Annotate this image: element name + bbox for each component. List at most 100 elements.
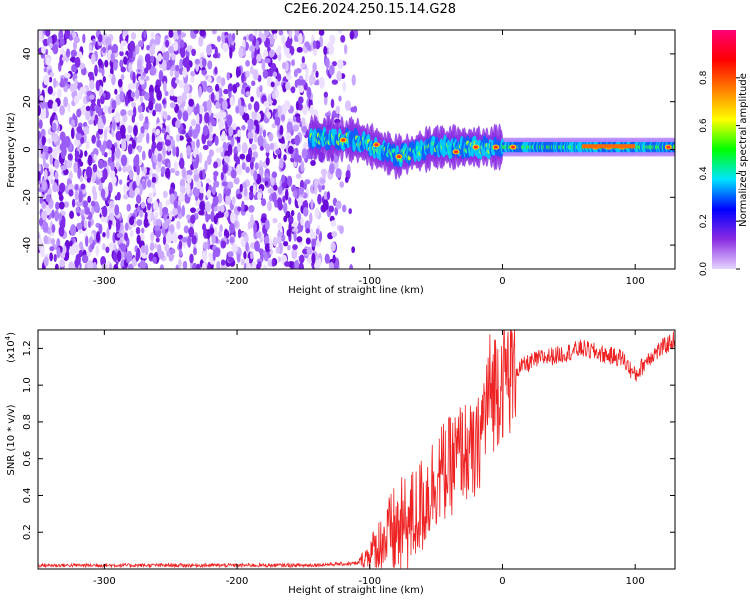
spectrogram-cell [271,191,277,203]
spectrogram-cell [75,206,80,213]
spectrogram-cell [153,243,159,249]
spectrogram-cell [182,260,188,269]
spectrogram-cell [341,204,347,213]
spectrogram-cell [155,128,161,136]
snr-series-line [38,330,675,569]
spectrogram-cell [351,246,356,254]
spectrogram-cell [211,234,216,245]
spectrogram-cell [96,139,102,148]
spectrogram-cell [74,184,79,191]
spectrogram-cell [338,95,342,102]
spectrogram-cell [96,170,103,178]
spectrogram-cell [248,205,255,213]
spectrogram-cell [332,254,336,264]
spectrogram-cell [202,223,207,232]
spectrogram-cell [111,152,115,163]
spectrogram-cell [192,161,199,169]
spectrogram-band-peak [374,143,379,147]
spectrogram-cell [85,235,89,248]
snr-axes: -300 -200 -100 0 100 0.2 0.4 0.6 0.8 1.0 1.2 [22,330,675,587]
spectrogram-cell [205,178,212,184]
snr-x-tick-label: -300 [93,576,116,587]
spectrogram-cell [331,231,338,238]
spectrogram-cell [135,194,142,204]
spectrogram-cell [116,250,122,262]
spectrogram-cell [206,44,213,56]
spectrogram-band-peak [511,145,516,149]
spectrogram-cell [230,169,237,179]
spectrogram-cell [300,217,304,226]
spectrogram-cell [256,86,261,98]
spectrogram-cell [54,263,59,269]
spectrogram-cell [328,205,335,213]
spectrogram-cell [136,164,141,176]
spectrogram-cell [43,74,50,86]
spectrogram-cell [229,236,235,244]
spectrogram-cell [58,30,64,41]
spectrogram-cell [154,211,159,219]
spectrogram-cell [207,261,212,269]
spectrogram-cell [206,139,213,147]
spectrogram-cell [165,50,170,63]
spectrogram-cell [257,261,262,269]
spectrogram-cell [222,42,229,53]
spectrogram-cell [175,78,180,85]
spectrogram-cell [199,30,206,37]
spectrogram-cell [130,32,137,40]
spectrogram-cell [51,223,56,233]
spectrogram-cell [277,186,283,195]
spectrogram-cell [100,188,106,199]
spectrogram-cell [283,154,287,161]
spectrogram-cell [202,125,209,136]
spectrogram-cell [318,151,325,163]
spectrogram-cell [135,174,140,187]
spectrogram-cell [181,166,187,179]
spectrogram-cell [70,49,78,58]
spectrogram-cell [166,231,173,244]
spectrogram-cell [92,148,99,157]
spectrogram-cell [271,259,275,267]
spectrogram-cell [126,250,133,262]
spectrogram-cell [273,184,278,191]
spectrogram-cell [281,35,286,45]
spectrogram-cell [245,90,251,97]
spectrogram-cell [119,90,125,103]
spectrogram-cell [334,206,339,216]
spectrogram-cell [213,161,219,169]
spectrogram-cell [54,209,60,222]
spectrogram-cell [165,218,171,225]
spectrogram-cell [110,52,115,63]
spectrogram-cell [239,183,243,193]
spectrogram-cell [300,160,305,173]
spectrogram-cell [73,36,80,44]
spectrogram-cell [165,60,172,71]
spectrogram-cell [239,153,246,160]
spectrogram-cell [141,150,146,161]
spectrogram-cell [151,176,157,183]
spectrogram-cell [74,150,80,160]
spectrogram-band-peak [341,138,346,142]
spectrogram-cell [41,45,46,55]
spectrogram-cell [67,103,71,113]
spectrogram-cell [43,169,48,181]
spectrogram-cell [240,87,246,95]
spectrogram-cell [68,171,73,180]
spectrogram-cell [80,104,87,116]
spectrogram-cell [251,57,257,66]
spectrogram-cell [281,174,286,183]
spectrogram-cell [306,86,312,99]
spectrogram-cell [330,220,336,228]
spectrogram-cell [208,227,215,235]
spectrogram-cell [241,200,245,213]
spectrogram-cell [351,74,356,86]
spectrogram-cell [89,94,95,100]
spectrogram-cell [243,185,248,197]
spectrogram-x-tick: -100 [358,30,381,287]
snr-y-tick-label: 0.4 [22,488,33,504]
spectrogram-cell [252,184,257,196]
spectrogram-cell [264,235,270,245]
spectrogram-cell [163,80,167,93]
spectrogram-cell [264,180,269,186]
spectrogram-cell [52,44,59,55]
spectrogram-cell [186,45,193,53]
